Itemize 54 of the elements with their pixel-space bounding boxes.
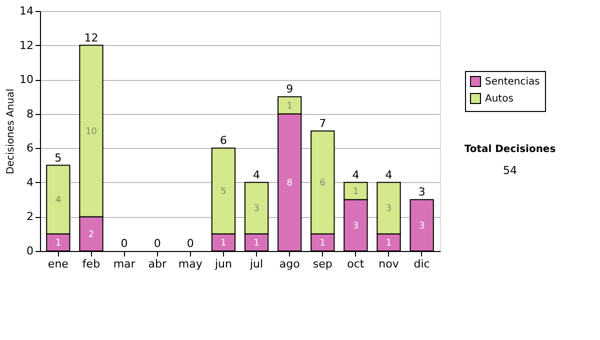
x-tick-label: dic [414, 258, 430, 270]
x-tick-label: jun [214, 258, 232, 270]
data-label: 10 [86, 127, 98, 137]
data-label: 5 [220, 187, 226, 197]
y-tick-label: 4 [26, 176, 34, 189]
data-label: 1 [254, 238, 260, 248]
data-label: 3 [254, 204, 260, 214]
total-label: 0 [186, 237, 194, 250]
data-label: 3 [418, 221, 425, 232]
total-label: 0 [120, 237, 128, 250]
data-label: 8 [286, 178, 293, 188]
x-tick-label: ene [48, 258, 69, 270]
text: Total Decisiones [464, 144, 556, 155]
total-label: 12 [84, 31, 98, 44]
y-tick-label: 0 [26, 244, 34, 258]
data-label: 6 [320, 178, 326, 188]
data-label: 2 [88, 230, 94, 240]
x-tick-label: mar [113, 258, 136, 270]
data-label: 3 [352, 221, 359, 232]
x-tick-label: jul [248, 258, 264, 270]
x-tick-label: may [178, 258, 203, 270]
data-label: 1 [55, 238, 62, 248]
x-tick-label: abr [148, 258, 167, 270]
data-label: 1 [352, 187, 359, 197]
total-label: 4 [385, 168, 392, 182]
total-label: 4 [253, 168, 260, 182]
y-tick-label: 12 [20, 38, 34, 52]
data-label: 1 [220, 238, 226, 248]
y-axis-title: Decisiones Anual [6, 88, 17, 174]
total-label: 7 [319, 117, 326, 130]
y-tick-label: 6 [26, 142, 34, 155]
total-label: 0 [154, 237, 161, 250]
y-tick-label: 10 [20, 73, 34, 86]
total-label: 6 [220, 134, 227, 148]
data-label: 4 [55, 196, 62, 206]
legend-label: Sentencias [485, 76, 540, 88]
y-tick-label: 8 [26, 107, 34, 120]
data-label: 3 [386, 204, 392, 214]
data-label: 1 [286, 101, 292, 112]
total-label: 9 [286, 82, 294, 96]
total-label: 5 [54, 151, 62, 164]
y-tick-label: 14 [20, 4, 34, 18]
legend-label: Autos [485, 94, 514, 104]
x-tick-label: oct [347, 258, 365, 270]
total-label: 4 [352, 168, 360, 182]
data-label: 1 [320, 238, 326, 248]
y-tick-label: 2 [26, 210, 34, 224]
text: 54 [503, 164, 517, 177]
total-label: 3 [418, 186, 426, 199]
x-tick-label: sep [312, 258, 332, 270]
data-label: 1 [386, 238, 392, 248]
x-tick-label: feb [82, 258, 100, 270]
x-tick-label: ago [279, 258, 300, 270]
x-tick-label: nov [378, 258, 400, 270]
